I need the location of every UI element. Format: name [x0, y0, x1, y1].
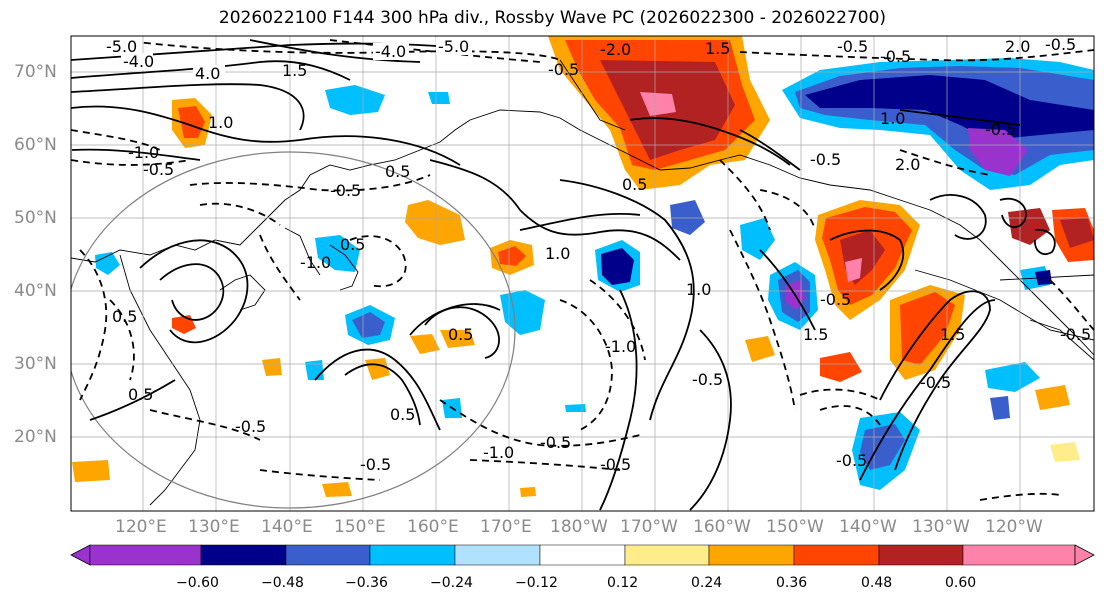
- coastlines: [71, 59, 1094, 506]
- contour-label: -0.5: [836, 451, 867, 470]
- colorbar-tick: 0.48: [861, 575, 893, 591]
- contour-label: -0.5: [548, 60, 579, 79]
- contour-label: 2.0: [1005, 37, 1030, 56]
- contour-label: 1.5: [705, 39, 730, 58]
- contour-label: -0.5: [360, 455, 391, 474]
- contour-label: -0.5: [985, 120, 1016, 139]
- contour-label: -5.0: [438, 37, 469, 56]
- colorbar-tick: −0.12: [515, 575, 558, 591]
- colorbar-tick: 0.36: [776, 575, 808, 591]
- contour-label: -1.0: [300, 253, 331, 272]
- lat-label: 30°N: [14, 354, 57, 374]
- contour-label: 1.5: [940, 325, 965, 344]
- contour-label: 0.5: [112, 307, 137, 326]
- contour-label: 0.5: [385, 162, 410, 181]
- contour-label: 1.0: [208, 113, 233, 132]
- contour-label: -0.5: [920, 373, 951, 392]
- contour-label: -0.5: [330, 181, 361, 200]
- contour-label: -1.0: [483, 443, 514, 462]
- contour-label: -5.0: [106, 37, 137, 56]
- contour-label: -0.5: [540, 433, 571, 452]
- contours-positive: [71, 39, 1056, 511]
- contour-label: -0.5: [820, 290, 851, 309]
- lon-label: 130°E: [188, 517, 240, 537]
- colorbar-tick: −0.24: [430, 575, 473, 591]
- range-circle: [71, 151, 516, 509]
- contour-label: -0.5: [810, 150, 841, 169]
- lat-label: 70°N: [14, 62, 57, 82]
- contour-label: -0.5: [692, 370, 723, 389]
- colorbar-tick: −0.48: [261, 575, 304, 591]
- lon-label: 150°W: [766, 517, 824, 537]
- colorbar-high-arrow: [1074, 544, 1095, 566]
- contour-label: 4.0: [195, 64, 220, 83]
- contour-label: -4.0: [375, 42, 406, 61]
- lat-label: 50°N: [14, 208, 57, 228]
- colorbar: [70, 544, 1095, 566]
- lon-label: 130°W: [912, 517, 970, 537]
- lon-label: 120°E: [115, 517, 167, 537]
- contour-label: -0.5: [235, 417, 266, 436]
- contours-negative: [71, 39, 1094, 501]
- colorbar-tick: 0.60: [945, 575, 977, 591]
- lat-label: 20°N: [14, 427, 57, 447]
- contour-label: -1.0: [128, 143, 159, 162]
- contour-label: 0.5: [128, 385, 153, 404]
- colorbar-tick: 0.24: [691, 575, 723, 591]
- lon-label: 160°W: [693, 517, 751, 537]
- lon-label: 150°E: [334, 517, 386, 537]
- contour-label: -1.0: [605, 337, 636, 356]
- lon-label: 170°E: [480, 517, 532, 537]
- lon-label: 180°W: [550, 517, 608, 537]
- contour-label: 1.5: [803, 325, 828, 344]
- contour-label: -0.5: [1060, 325, 1091, 344]
- colorbar-tick: 0.12: [607, 575, 639, 591]
- shaded-field: [72, 36, 1094, 497]
- contour-label: 1.0: [545, 244, 570, 263]
- contour-label: 2.0: [895, 155, 920, 174]
- lon-label: 170°W: [620, 517, 678, 537]
- contour-label: -0.5: [880, 47, 911, 66]
- contour-label: -0.5: [1045, 35, 1076, 54]
- contour-label: -0.5: [143, 160, 174, 179]
- lat-label: 60°N: [14, 135, 57, 155]
- contour-label: -0.5: [600, 455, 631, 474]
- lon-label: 120°W: [985, 517, 1043, 537]
- contour-label: 0.5: [390, 405, 415, 424]
- map-title: 2026022100 F144 300 hPa div., Rossby Wav…: [218, 8, 887, 28]
- colorbar-tick: −0.60: [176, 575, 219, 591]
- contour-label: 1.0: [880, 109, 905, 128]
- contour-label: -2.0: [600, 40, 631, 59]
- contour-label: -4.0: [123, 52, 154, 71]
- contour-label: 0.5: [340, 235, 365, 254]
- colorbar-low-arrow: [70, 544, 91, 566]
- contour-label: 0.5: [622, 175, 647, 194]
- lon-label: 160°E: [407, 517, 459, 537]
- lat-label: 40°N: [14, 281, 57, 301]
- contour-label: -0.5: [837, 37, 868, 56]
- contour-label: 0.5: [448, 325, 473, 344]
- lon-label: 140°W: [839, 517, 897, 537]
- contour-labels: -5.0 -4.0 4.0 -4.0 -5.0 -2.0 1.5 -0.5 -0…: [104, 35, 1091, 474]
- map-frame: [70, 35, 1095, 512]
- colorbar-tick: −0.36: [345, 575, 388, 591]
- contour-label: 1.0: [686, 280, 711, 299]
- contour-label: 1.5: [282, 61, 307, 80]
- lon-label: 140°E: [261, 517, 313, 537]
